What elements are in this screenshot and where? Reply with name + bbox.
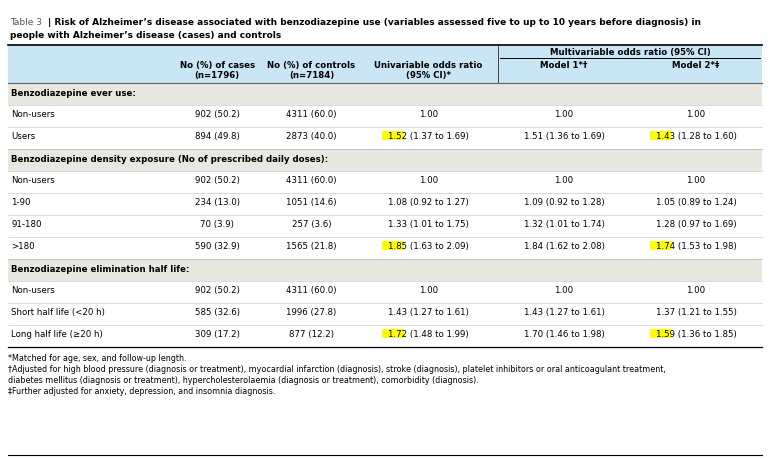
Text: 1.52 (1.37 to 1.69): 1.52 (1.37 to 1.69) [388, 133, 469, 141]
Text: 1.33 (1.01 to 1.75): 1.33 (1.01 to 1.75) [388, 220, 469, 229]
Text: Long half life (≥20 h): Long half life (≥20 h) [11, 330, 102, 339]
Bar [382, 241, 403, 250]
Bar [8, 259, 762, 281]
Text: Benzodiazepine density exposure (No of prescribed daily doses):: Benzodiazepine density exposure (No of p… [11, 155, 328, 164]
Text: 1.28 (0.97 to 1.69): 1.28 (0.97 to 1.69) [656, 220, 736, 229]
Text: people with Alzheimer’s disease (cases) and controls: people with Alzheimer’s disease (cases) … [10, 31, 281, 40]
Text: 1.43 (1.28 to 1.60): 1.43 (1.28 to 1.60) [655, 133, 736, 141]
Text: 1.43 (1.27 to 1.61): 1.43 (1.27 to 1.61) [524, 308, 604, 317]
Text: 234 (13.0): 234 (13.0) [195, 198, 239, 207]
Text: | Risk of Alzheimer’s disease associated with benzodiazepine use (variables asse: | Risk of Alzheimer’s disease associated… [48, 18, 701, 27]
Text: 1.00: 1.00 [687, 286, 705, 295]
Text: 1051 (14.6): 1051 (14.6) [286, 198, 336, 207]
Text: 4311 (60.0): 4311 (60.0) [286, 286, 336, 295]
Text: 1.85 (1.63 to 2.09): 1.85 (1.63 to 2.09) [388, 242, 469, 252]
Text: 1.59 (1.36 to 1.85): 1.59 (1.36 to 1.85) [655, 330, 736, 340]
Text: 1.00: 1.00 [554, 286, 574, 295]
Text: Univariable odds ratio
(95% CI)*: Univariable odds ratio (95% CI)* [374, 61, 483, 80]
Text: 1.09 (0.92 to 1.28): 1.09 (0.92 to 1.28) [524, 198, 604, 207]
Text: 1565 (21.8): 1565 (21.8) [286, 242, 336, 251]
Text: 902 (50.2): 902 (50.2) [195, 176, 239, 185]
Text: 4311 (60.0): 4311 (60.0) [286, 110, 336, 119]
Text: 4311 (60.0): 4311 (60.0) [286, 176, 336, 185]
Text: 1.43 (1.27 to 1.61): 1.43 (1.27 to 1.61) [388, 308, 469, 317]
Text: 70 (3.9): 70 (3.9) [200, 220, 234, 229]
Bar [8, 45, 762, 83]
Text: 91-180: 91-180 [11, 220, 42, 229]
Text: 1.00: 1.00 [419, 286, 438, 295]
Text: 1.32 (1.01 to 1.74): 1.32 (1.01 to 1.74) [524, 220, 604, 229]
Text: 309 (17.2): 309 (17.2) [195, 330, 239, 339]
Text: ‡Further adjusted for anxiety, depression, and insomnia diagnosis.: ‡Further adjusted for anxiety, depressio… [8, 387, 276, 396]
Text: Benzodiazepine elimination half life:: Benzodiazepine elimination half life: [11, 265, 189, 274]
Text: Benzodiazepine ever use:: Benzodiazepine ever use: [11, 89, 136, 98]
Text: 1.08 (0.92 to 1.27): 1.08 (0.92 to 1.27) [388, 198, 469, 207]
Text: 902 (50.2): 902 (50.2) [195, 110, 239, 119]
Text: 585 (32.6): 585 (32.6) [195, 308, 239, 317]
Text: 1996 (27.8): 1996 (27.8) [286, 308, 336, 317]
Text: 1.00: 1.00 [687, 110, 705, 119]
Bar [8, 83, 762, 105]
Bar [382, 329, 403, 337]
Text: Non-users: Non-users [11, 110, 55, 119]
Text: 1.51 (1.36 to 1.69): 1.51 (1.36 to 1.69) [524, 132, 604, 141]
Bar [650, 241, 671, 250]
Text: 1.00: 1.00 [687, 176, 705, 185]
Text: Non-users: Non-users [11, 286, 55, 295]
Text: >180: >180 [11, 242, 35, 251]
Text: Model 2*‡: Model 2*‡ [672, 61, 720, 70]
Text: 1.74 (1.53 to 1.98): 1.74 (1.53 to 1.98) [655, 242, 736, 252]
Text: Non-users: Non-users [11, 176, 55, 185]
Text: *Matched for age, sex, and follow-up length.: *Matched for age, sex, and follow-up len… [8, 354, 186, 363]
Text: 877 (12.2): 877 (12.2) [289, 330, 334, 339]
Bar [382, 131, 403, 140]
Text: †Adjusted for high blood pressure (diagnosis or treatment), myocardial infarctio: †Adjusted for high blood pressure (diagn… [8, 365, 666, 374]
Text: 902 (50.2): 902 (50.2) [195, 286, 239, 295]
Text: No (%) of cases
(n=1796): No (%) of cases (n=1796) [179, 61, 255, 80]
Text: No (%) of controls
(n=7184): No (%) of controls (n=7184) [267, 61, 356, 80]
Text: 1.05 (0.89 to 1.24): 1.05 (0.89 to 1.24) [655, 198, 736, 207]
Text: 1.00: 1.00 [554, 176, 574, 185]
Text: 590 (32.9): 590 (32.9) [195, 242, 239, 251]
Text: 1.00: 1.00 [419, 110, 438, 119]
Text: Multivariable odds ratio (95% CI): Multivariable odds ratio (95% CI) [550, 48, 711, 57]
Text: Users: Users [11, 132, 35, 141]
Text: Model 1*†: Model 1*† [541, 61, 588, 70]
Text: 1.00: 1.00 [554, 110, 574, 119]
Text: 1.37 (1.21 to 1.55): 1.37 (1.21 to 1.55) [655, 308, 736, 317]
Text: 1.72 (1.48 to 1.99): 1.72 (1.48 to 1.99) [388, 330, 469, 340]
Text: Short half life (<20 h): Short half life (<20 h) [11, 308, 105, 317]
Text: 257 (3.6): 257 (3.6) [292, 220, 331, 229]
Text: Table 3: Table 3 [10, 18, 42, 27]
Bar [650, 131, 671, 140]
Text: 1.00: 1.00 [419, 176, 438, 185]
Text: 1.84 (1.62 to 2.08): 1.84 (1.62 to 2.08) [524, 242, 604, 251]
Text: 1-90: 1-90 [11, 198, 31, 207]
Text: 1.70 (1.46 to 1.98): 1.70 (1.46 to 1.98) [524, 330, 604, 339]
Bar [8, 149, 762, 171]
Text: 894 (49.8): 894 (49.8) [195, 132, 239, 141]
Text: diabetes mellitus (diagnosis or treatment), hypercholesterolaemia (diagnosis or : diabetes mellitus (diagnosis or treatmen… [8, 376, 479, 385]
Text: 2873 (40.0): 2873 (40.0) [286, 132, 336, 141]
Bar [650, 329, 671, 337]
